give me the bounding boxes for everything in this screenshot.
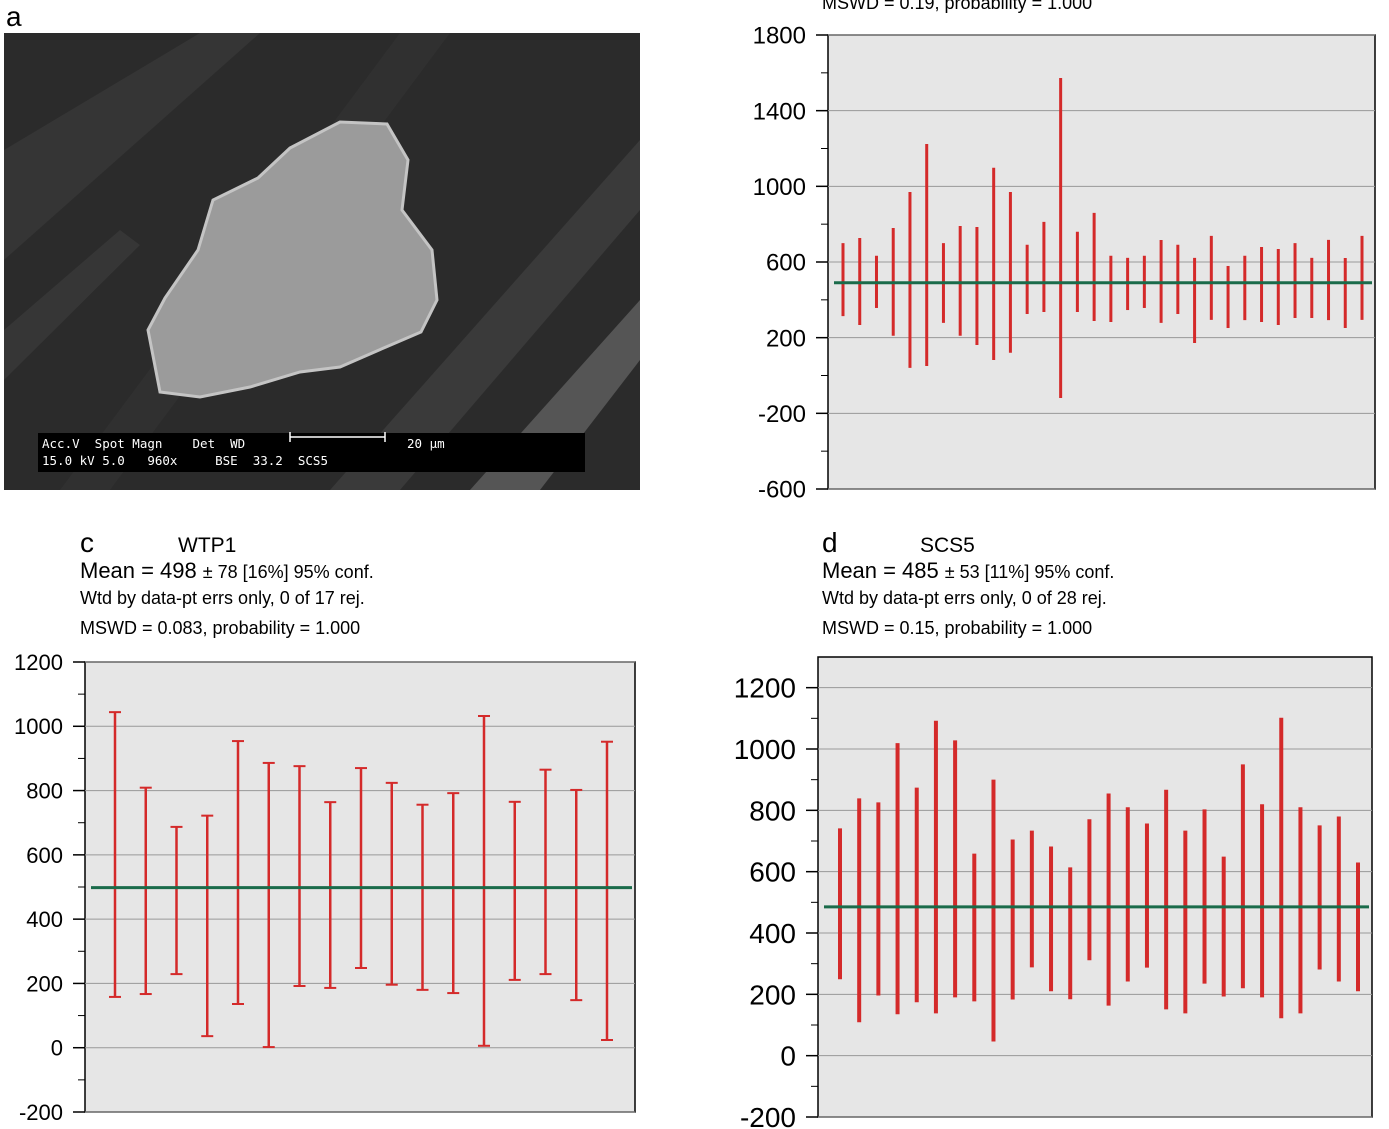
subtitle: Wtd by data-pt errs only, 0 of 17 rej. [80, 588, 365, 608]
info-text: Acc.V Spot Magn Det WD [42, 436, 245, 451]
sample-name: SCS5 [920, 534, 975, 557]
subtitle: MSWD = 0.19, probability = 1.000 [822, 0, 1092, 13]
y-tick-label: 800 [749, 795, 796, 826]
panel-label: c [80, 527, 94, 558]
mean-label: Mean = [822, 558, 896, 583]
y-tick-label: 200 [749, 979, 796, 1010]
sem-image: Acc.V Spot Magn Det WD 15.0 kV 5.0 960x … [4, 33, 640, 490]
subtitle: Wtd by data-pt errs only, 0 of 28 rej. [822, 588, 1107, 608]
page: {"panel_a": {"label": "a", "info_line1":… [0, 0, 1389, 1129]
scale-label: 20 µm [407, 436, 445, 451]
plot-area [818, 657, 1372, 1117]
y-tick-label: 400 [749, 918, 796, 949]
sample-name: WTP1 [178, 534, 236, 557]
y-tick-label: 1000 [14, 714, 63, 739]
y-tick-label: 1200 [734, 673, 796, 704]
y-tick-label: 800 [26, 778, 63, 803]
y-tick-label: 600 [766, 250, 806, 277]
mean-value: 498 [160, 558, 197, 583]
panel-label: d [822, 527, 838, 558]
panel-label: a [6, 1, 22, 32]
subtitle: MSWD = 0.083, probability = 1.000 [80, 618, 360, 638]
figure: Acc.V Spot Magn Det WD 15.0 kV 5.0 960x … [0, 0, 1389, 1129]
mean-detail: ± 53 [11%] 95% conf. [945, 562, 1115, 582]
y-tick-label: 1800 [753, 23, 806, 50]
mean-text: Mean =485 ± 53 [11%] 95% conf. [822, 558, 1114, 583]
info-text: 15.0 kV 5.0 960x BSE 33.2 SCS5 [42, 453, 328, 468]
subtitle: MSWD = 0.15, probability = 1.000 [822, 618, 1092, 638]
y-tick-label: 1400 [753, 98, 806, 125]
y-tick-label: 1000 [734, 734, 796, 765]
y-tick-label: 0 [780, 1041, 796, 1072]
y-tick-label: 1200 [14, 650, 63, 675]
y-tick-label: -200 [740, 1102, 796, 1129]
mean-detail: ± 78 [16%] 95% conf. [203, 562, 374, 582]
mean-text: Mean =498 ± 78 [16%] 95% conf. [80, 558, 374, 583]
y-tick-label: 600 [749, 857, 796, 888]
y-tick-label: 400 [26, 907, 63, 932]
y-tick-label: -200 [19, 1100, 63, 1125]
y-tick-label: 200 [766, 325, 806, 352]
y-tick-label: 200 [26, 971, 63, 996]
y-tick-label: 0 [51, 1036, 63, 1061]
y-tick-label: -200 [758, 401, 806, 428]
y-tick-label: 1000 [753, 174, 806, 201]
mean-value: 485 [902, 558, 939, 583]
mean-label: Mean = [80, 558, 154, 583]
y-tick-label: 600 [26, 843, 63, 868]
y-tick-label: -600 [758, 477, 806, 504]
